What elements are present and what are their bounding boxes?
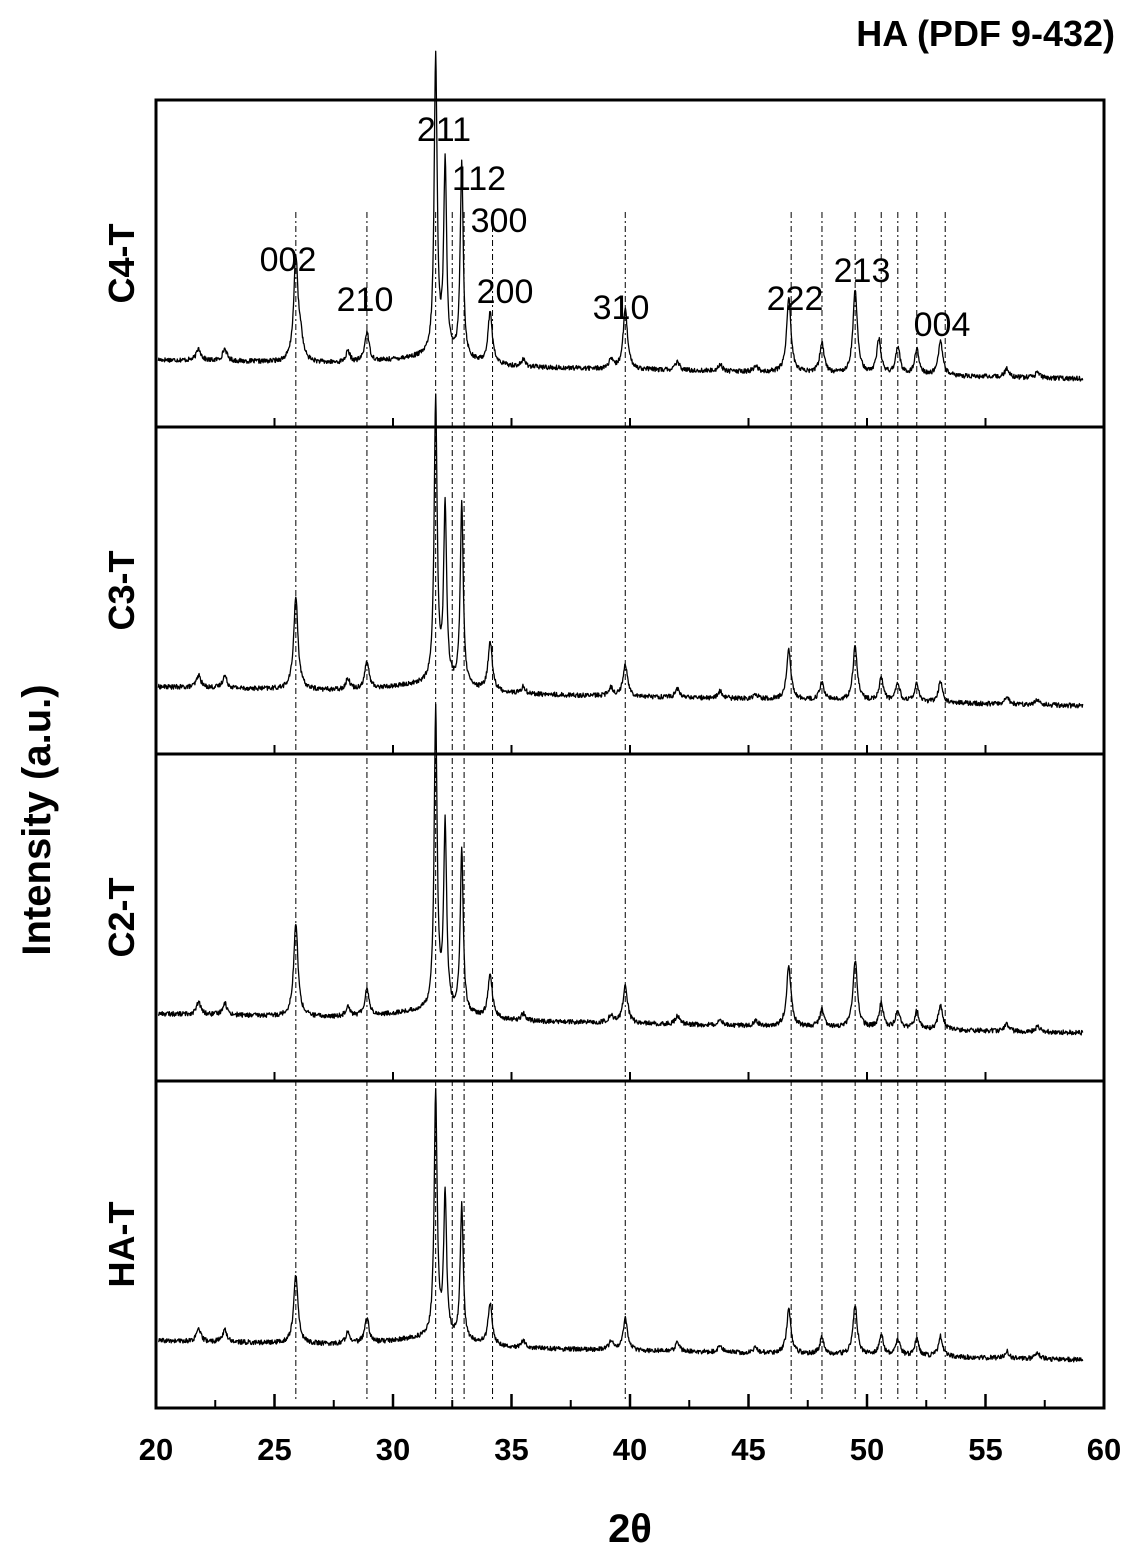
x-tick-label: 25 [257, 1432, 291, 1467]
x-tick-label: 60 [1087, 1432, 1121, 1467]
x-tick-label: 35 [494, 1432, 528, 1467]
series-line-c3-t [157, 393, 1084, 709]
x-axis-ticks: 20 25 30 35 40 45 50 55 60 [139, 418, 1121, 1467]
x-tick-label: 40 [613, 1432, 647, 1467]
y-axis-title: Intensity (a.u.) [15, 684, 59, 955]
peak-labels: 002 210 211 112 300 200 310 222 213 004 [260, 111, 971, 344]
x-tick-label: 45 [731, 1432, 765, 1467]
x-tick-label: 55 [968, 1432, 1002, 1467]
x-tick-label: 50 [850, 1432, 884, 1467]
peak-label-211: 211 [417, 111, 471, 149]
panel-label-c4-t: C4-T [101, 223, 142, 303]
reference-title: HA (PDF 9-432) [856, 13, 1115, 54]
peak-label-004: 004 [914, 306, 971, 344]
peak-label-002: 002 [260, 241, 317, 279]
x-tick-label: 30 [376, 1432, 410, 1467]
panel-label-ha-t: HA-T [101, 1202, 142, 1288]
series-line-ha-t [158, 1088, 1084, 1363]
peak-label-310: 310 [593, 289, 650, 327]
series-line-c4-t [157, 50, 1084, 382]
series-layer [157, 50, 1084, 1363]
x-tick-label: 20 [139, 1432, 173, 1467]
peak-label-112: 112 [452, 160, 506, 198]
panel-label-c3-t: C3-T [101, 550, 142, 630]
reference-lines [295, 212, 946, 1402]
x-axis-title: 2θ [608, 1507, 652, 1551]
peak-label-300: 300 [471, 202, 528, 240]
peak-label-213: 213 [834, 252, 891, 290]
peak-label-200: 200 [477, 273, 534, 311]
peak-label-210: 210 [337, 281, 394, 319]
peak-label-222: 222 [767, 280, 824, 318]
panel-label-c2-t: C2-T [101, 877, 142, 957]
panel-labels: C4-T C3-T C2-T HA-T [101, 223, 142, 1287]
series-line-c2-t [157, 703, 1084, 1036]
